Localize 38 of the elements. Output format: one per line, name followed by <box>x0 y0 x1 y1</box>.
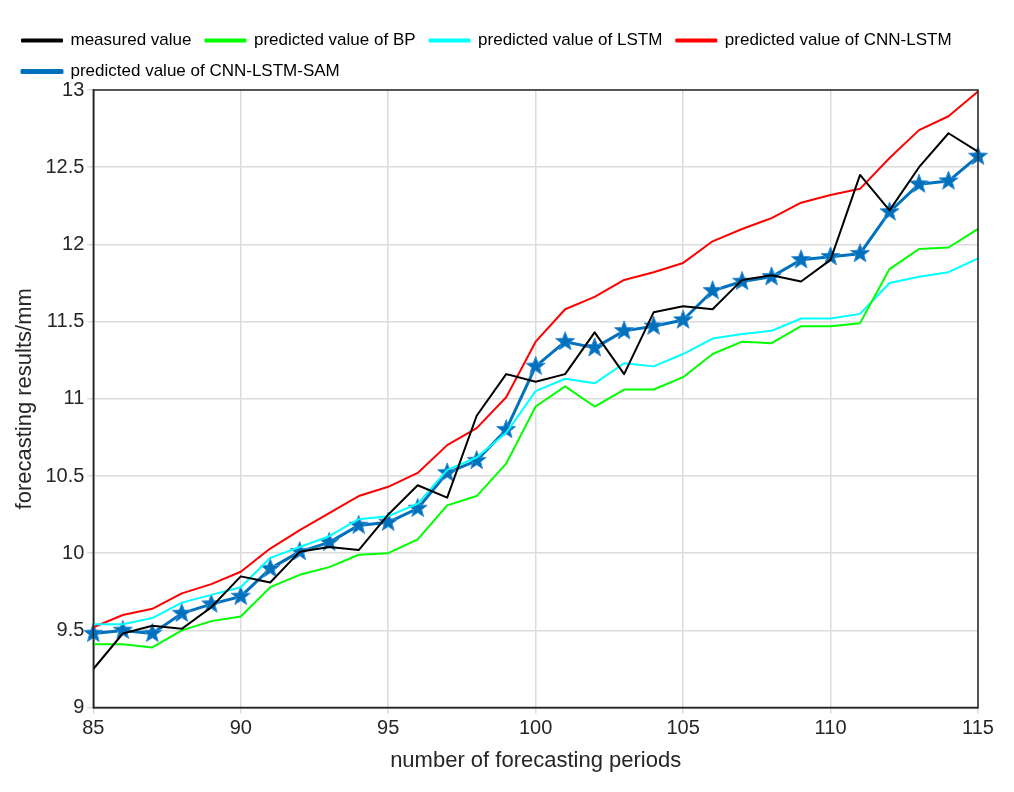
y-tick-label: 12 <box>62 231 85 254</box>
x-tick-label: 115 <box>962 716 994 739</box>
y-tick-label: 11 <box>63 386 85 409</box>
legend-label: predicted value of CNN-LSTM-SAM <box>70 61 340 81</box>
x-tick-label: 100 <box>518 716 553 739</box>
point <box>555 331 576 351</box>
y-tick-label: 9.5 <box>56 617 85 640</box>
legend-label: predicted value of CNN-LSTM <box>724 30 952 50</box>
x-tick-label: 90 <box>229 716 252 739</box>
legend-label: predicted value of LSTM <box>478 30 663 50</box>
y-tick-label: 11.5 <box>46 309 85 332</box>
y-tick-label: 12.5 <box>45 154 85 177</box>
point <box>702 280 723 300</box>
y-axis-title: forecasting results/mm <box>11 288 37 510</box>
point <box>938 170 959 190</box>
point <box>791 249 812 269</box>
point <box>614 320 635 340</box>
point <box>171 602 192 623</box>
legend-label: measured value <box>70 30 192 50</box>
x-tick-label: 95 <box>377 716 400 739</box>
point <box>83 622 104 643</box>
legend-label: predicted value of BP <box>253 30 416 50</box>
point <box>850 243 871 263</box>
point <box>673 309 694 329</box>
point <box>525 355 546 375</box>
x-tick-label: 85 <box>82 716 105 739</box>
point <box>142 622 163 643</box>
x-axis-title: number of forecasting periods <box>390 746 682 772</box>
point <box>230 585 251 606</box>
point <box>260 558 281 578</box>
x-tick-label: 105 <box>666 716 700 739</box>
point <box>584 337 605 357</box>
point <box>643 315 664 335</box>
y-tick-label: 10 <box>62 540 85 563</box>
x-tick-label: 110 <box>814 716 847 739</box>
point <box>909 173 930 193</box>
y-tick-label: 9 <box>73 695 85 718</box>
y-tick-label: 10.5 <box>45 463 85 486</box>
